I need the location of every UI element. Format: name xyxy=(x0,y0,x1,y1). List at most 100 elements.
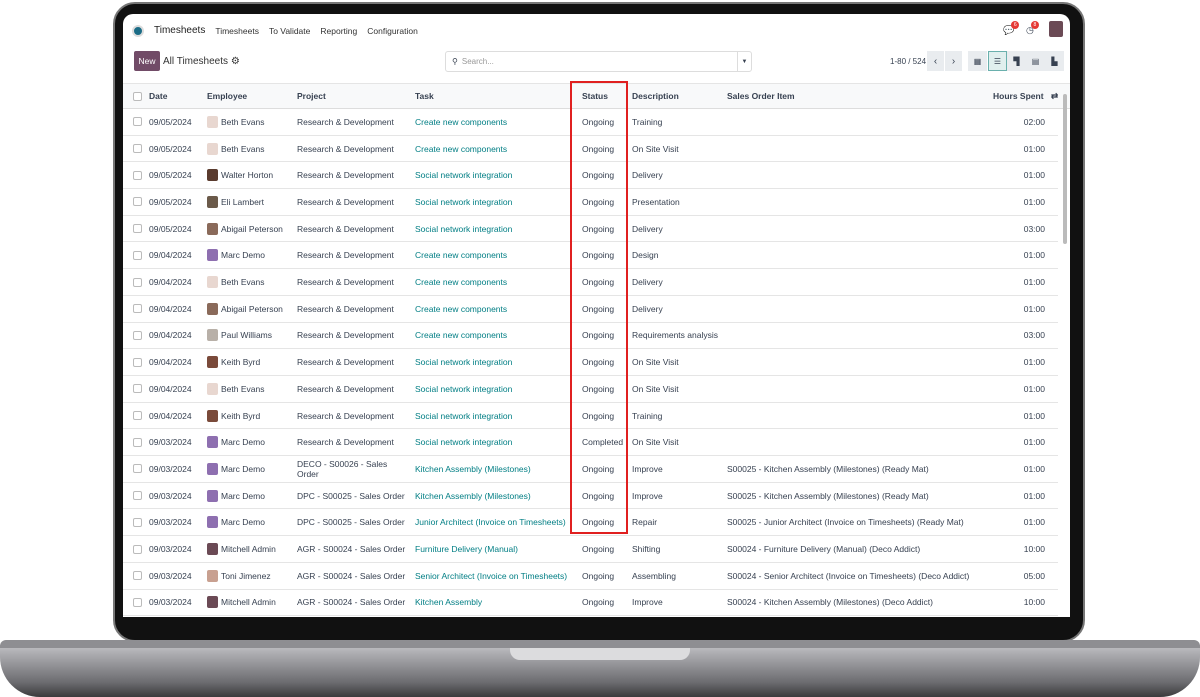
cell-task[interactable]: Social network integration xyxy=(415,437,513,448)
row-checkbox[interactable] xyxy=(133,216,142,242)
table-row[interactable]: 09/05/2024 Abigail Peterson Research & Dev… xyxy=(123,216,1058,243)
cell-task[interactable]: Kitchen Assembly (Milestones) xyxy=(415,490,531,501)
user-avatar[interactable] xyxy=(1049,21,1063,37)
cell-description: On Site Visit xyxy=(632,357,679,368)
row-checkbox[interactable] xyxy=(133,269,142,295)
table-row[interactable]: 09/03/2024 Marc Demo Research & Developmen… xyxy=(123,429,1058,457)
row-checkbox[interactable] xyxy=(133,563,142,589)
table-row[interactable]: 09/04/2024 Beth Evans Research & Developme… xyxy=(123,376,1058,403)
search-dropdown-toggle[interactable]: ▼ xyxy=(737,52,751,71)
row-checkbox[interactable] xyxy=(133,296,142,322)
table-row[interactable]: 09/05/2024 Walter Horton Research & Develo… xyxy=(123,162,1058,190)
cell-date: 09/03/2024 xyxy=(149,437,192,448)
search-box[interactable]: ⚲ Search... ▼ xyxy=(445,51,752,72)
cell-task[interactable]: Furniture Delivery (Manual) xyxy=(415,544,518,555)
table-row[interactable]: 09/03/2024 Mitchell Admin AGR - S00024 - S… xyxy=(123,536,1058,563)
table-row[interactable]: 09/03/2024 Mitchell Admin AGR - S00024 - S… xyxy=(123,590,1058,617)
activity-clock-icon[interactable]: ◷ 8 xyxy=(1026,21,1039,36)
optional-columns-toggle-icon[interactable]: ⇄ xyxy=(1051,90,1059,101)
gear-icon[interactable]: ⚙ xyxy=(230,56,240,67)
cell-sales-order-item xyxy=(727,136,983,162)
cell-task[interactable]: Create new components xyxy=(415,303,508,314)
row-checkbox[interactable] xyxy=(133,109,142,135)
cell-task[interactable]: Create new components xyxy=(415,277,508,288)
table-row[interactable]: 09/05/2024 Eli Lambert Research & Developm… xyxy=(123,189,1058,216)
pivot-view-icon[interactable]: ▤ xyxy=(1026,51,1045,71)
cell-hours-spent: 01:00 xyxy=(1023,170,1045,181)
col-description[interactable]: Description xyxy=(632,91,679,101)
col-employee[interactable]: Employee xyxy=(207,91,248,101)
row-checkbox[interactable] xyxy=(133,376,142,402)
cell-project: Research & Development xyxy=(297,437,394,448)
table-row[interactable]: 09/05/2024 Beth Evans Research & Developme… xyxy=(123,136,1058,163)
table-row[interactable]: 09/04/2024 Marc Demo Research & Developmen… xyxy=(123,243,1058,270)
cell-task[interactable]: Junior Architect (Invoice on Timesheets) xyxy=(415,517,566,528)
row-checkbox[interactable] xyxy=(133,243,142,269)
kanban-view-icon[interactable]: ▦ xyxy=(968,51,987,71)
menu-to-validate[interactable]: To Validate xyxy=(268,25,311,36)
table-row[interactable]: 09/04/2024 Keith Byrd Research & Developme… xyxy=(123,403,1058,430)
cell-employee: Marc Demo xyxy=(221,517,265,528)
row-checkbox[interactable] xyxy=(133,510,142,536)
row-checkbox[interactable] xyxy=(133,323,142,349)
row-checkbox[interactable] xyxy=(133,136,142,162)
row-checkbox[interactable] xyxy=(133,162,142,188)
cell-project: DPC - S00025 - Sales Order xyxy=(297,517,405,528)
row-checkbox[interactable] xyxy=(133,456,142,482)
table-row[interactable]: 09/04/2024 Keith Byrd Research & Developme… xyxy=(123,349,1058,376)
cell-task[interactable]: Kitchen Assembly (Milestones) xyxy=(415,463,531,474)
row-checkbox[interactable] xyxy=(133,429,142,455)
cell-task[interactable]: Create new components xyxy=(415,250,508,261)
cell-hours-spent: 03:00 xyxy=(1023,223,1045,234)
menu-timesheets[interactable]: Timesheets xyxy=(215,25,259,36)
table-row[interactable]: 09/05/2024 Beth Evans Research & Developme… xyxy=(123,109,1058,136)
col-sales-order-item[interactable]: Sales Order Item xyxy=(727,91,795,101)
row-checkbox[interactable] xyxy=(133,349,142,375)
col-project[interactable]: Project xyxy=(297,91,326,101)
new-button[interactable]: New xyxy=(134,51,160,71)
row-checkbox[interactable] xyxy=(133,403,142,429)
cell-status: Ongoing xyxy=(582,303,615,314)
grid-view-icon[interactable]: ▜ xyxy=(1007,51,1026,71)
row-checkbox[interactable] xyxy=(133,189,142,215)
table-row[interactable]: 09/04/2024 Paul Williams Research & Develo… xyxy=(123,323,1058,350)
pager-next-button[interactable]: › xyxy=(945,51,962,71)
graph-view-icon[interactable]: ▙ xyxy=(1045,51,1064,71)
cell-task[interactable]: Social network integration xyxy=(415,223,513,234)
table-row[interactable]: 09/03/2024 Marc Demo DPC - S00025 - Sales … xyxy=(123,510,1058,537)
col-hours-spent[interactable]: Hours Spent xyxy=(993,91,1044,101)
cell-task[interactable]: Create new components xyxy=(415,330,508,341)
col-task[interactable]: Task xyxy=(415,91,434,101)
cell-task[interactable]: Senior Architect (Invoice on Timesheets) xyxy=(415,570,568,581)
cell-task[interactable]: Social network integration xyxy=(415,383,513,394)
table-row[interactable]: 09/03/2024 Marc Demo DPC - S00025 - Sales … xyxy=(123,483,1058,510)
col-date[interactable]: Date xyxy=(149,91,168,101)
menu-reporting[interactable]: Reporting xyxy=(320,25,358,36)
table-row[interactable]: 09/04/2024 Abigail Peterson Research & Dev… xyxy=(123,296,1058,323)
row-checkbox[interactable] xyxy=(133,590,142,616)
cell-task[interactable]: Social network integration xyxy=(415,170,513,181)
pager-value[interactable]: 1-80 / 524 xyxy=(890,57,927,66)
cell-task[interactable]: Social network integration xyxy=(415,357,513,368)
cell-task[interactable]: Social network integration xyxy=(415,410,513,421)
table-row[interactable]: 09/03/2024 Marc Demo DECO - S00026 - Sales… xyxy=(123,456,1058,483)
col-status[interactable]: Status xyxy=(582,91,608,101)
messages-icon[interactable]: 💬 6 xyxy=(1003,21,1020,36)
table-row[interactable]: 09/03/2024 Toni Jimenez AGR - S00024 - Sal… xyxy=(123,563,1058,590)
scrollbar[interactable] xyxy=(1063,94,1067,244)
cell-task[interactable]: Social network integration xyxy=(415,196,513,207)
cell-project: AGR - S00024 - Sales Order xyxy=(297,570,406,581)
row-checkbox[interactable] xyxy=(133,483,142,509)
cell-task[interactable]: Create new components xyxy=(415,143,508,154)
pager-previous-button[interactable]: ‹ xyxy=(927,51,944,71)
cell-task[interactable]: Create new components xyxy=(415,116,508,127)
select-all-checkbox[interactable] xyxy=(133,84,142,108)
cell-task[interactable]: Kitchen Assembly xyxy=(415,597,483,608)
app-name[interactable]: Timesheets xyxy=(154,25,206,36)
avatar xyxy=(207,563,221,589)
row-checkbox[interactable] xyxy=(133,536,142,562)
table-row[interactable]: 09/04/2024 Beth Evans Research & Developme… xyxy=(123,269,1058,296)
menu-configuration[interactable]: Configuration xyxy=(367,25,418,36)
search-input[interactable]: Search... xyxy=(461,57,494,66)
list-view-icon[interactable]: ☰ xyxy=(988,51,1007,71)
